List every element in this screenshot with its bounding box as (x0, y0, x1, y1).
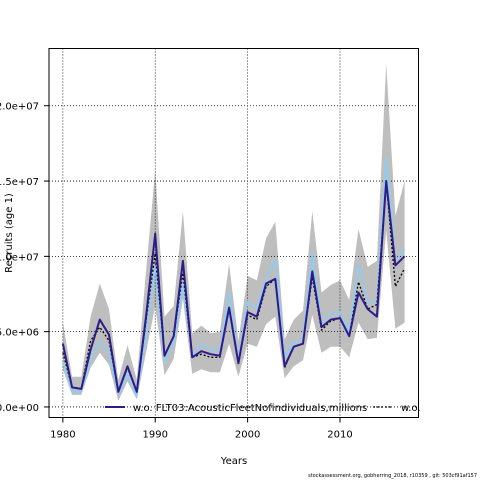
series-line-1 (61, 180, 406, 393)
x-tick-label: 2000 (235, 430, 260, 441)
y-tick-label: 1.0e+07 (0, 252, 39, 263)
x-tick-label: 1980 (50, 430, 75, 441)
y-axis-label: Recruits (age 1) (4, 193, 15, 273)
y-tick-label: 2.0e+07 (0, 102, 39, 113)
plot-background (49, 48, 419, 418)
series-line-3 (62, 157, 406, 398)
x-axis-label: Years (220, 456, 247, 467)
legend: w.o. FLT03:AcousticFleetNofindividuals,m… (105, 403, 421, 414)
legend-label-series-2: w.o. (401, 403, 421, 414)
plot-frame (48, 48, 419, 418)
x-tick-label: 2010 (327, 430, 352, 441)
y-tick-label: 5.0e+06 (0, 328, 39, 339)
legend-label-series-1: w.o. FLT03:AcousticFleetNofindividuals,m… (133, 403, 367, 414)
y-axis: 0.0e+00 5.0e+06 1.0e+07 1.5e+07 2.0e+07 (0, 102, 49, 414)
y-tick-label: 1.5e+07 (0, 177, 39, 188)
x-tick-label: 1990 (143, 430, 168, 441)
x-axis: 1980 1990 2000 2010 (50, 417, 353, 441)
y-tick-label: 0.0e+00 (0, 403, 39, 414)
footer-credit: stockassessment.org, gobherring_2018, r1… (308, 473, 477, 479)
series-layer (61, 157, 406, 398)
